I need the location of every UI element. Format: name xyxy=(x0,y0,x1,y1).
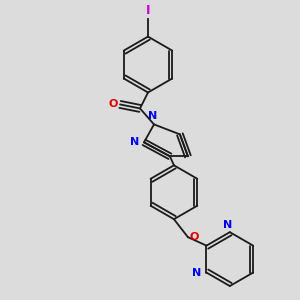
Text: O: O xyxy=(190,232,199,242)
Text: N: N xyxy=(130,137,139,147)
Text: N: N xyxy=(223,220,232,230)
Text: N: N xyxy=(192,268,202,278)
Text: N: N xyxy=(148,111,158,122)
Text: I: I xyxy=(146,4,150,16)
Text: O: O xyxy=(109,99,118,110)
